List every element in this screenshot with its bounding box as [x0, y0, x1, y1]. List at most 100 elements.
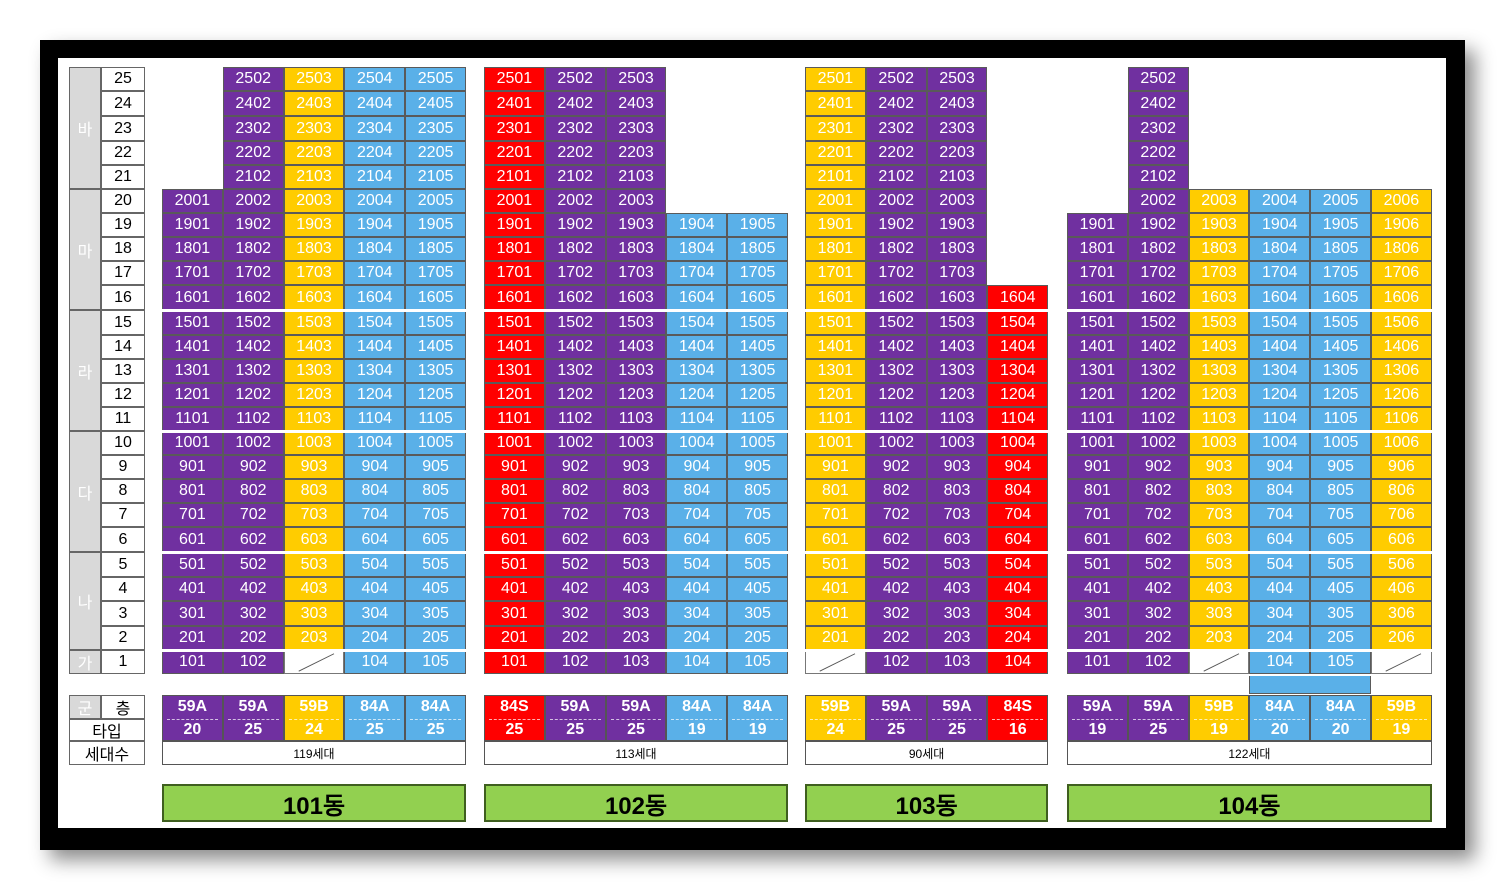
unit-cell[interactable]: 602	[222, 527, 284, 552]
unit-cell[interactable]: 1001	[162, 431, 223, 455]
unit-cell[interactable]: 104	[666, 650, 728, 674]
unit-cell[interactable]: 601	[805, 527, 866, 552]
unit-cell[interactable]: 303	[605, 601, 667, 626]
unit-cell[interactable]: 2001	[484, 189, 545, 213]
unit-cell[interactable]: 2103	[926, 165, 988, 189]
unit-cell[interactable]: 1102	[222, 407, 284, 431]
unit-cell[interactable]: 1201	[162, 383, 223, 407]
unit-cell[interactable]: 505	[405, 552, 466, 577]
unit-cell[interactable]: 301	[484, 601, 545, 626]
unit-cell[interactable]: 701	[484, 503, 545, 527]
unit-cell[interactable]: 1503	[1188, 310, 1250, 335]
unit-cell[interactable]: 805	[405, 479, 466, 503]
unit-cell[interactable]: 1601	[1067, 285, 1128, 310]
unit-cell[interactable]: 1702	[222, 261, 284, 285]
unit-cell[interactable]: 1401	[1067, 335, 1128, 359]
unit-cell[interactable]: 803	[605, 479, 667, 503]
unit-cell[interactable]: 902	[865, 455, 927, 479]
unit-cell[interactable]: 2301	[484, 116, 545, 141]
unit-cell[interactable]: 1004	[1249, 431, 1311, 455]
unit-cell[interactable]: 2104	[344, 165, 406, 189]
unit-cell[interactable]: 1101	[805, 407, 866, 431]
unit-cell[interactable]: 2303	[283, 116, 345, 141]
unit-cell[interactable]: 1402	[1127, 335, 1189, 359]
unit-cell[interactable]: 203	[926, 626, 988, 650]
unit-cell[interactable]: 1505	[727, 310, 788, 335]
unit-cell[interactable]: 705	[405, 503, 466, 527]
unit-cell[interactable]: 906	[1371, 455, 1432, 479]
unit-cell[interactable]: 2001	[805, 189, 866, 213]
unit-cell[interactable]: 2505	[405, 67, 466, 91]
unit-cell[interactable]: 1301	[805, 359, 866, 383]
unit-cell[interactable]: 403	[926, 577, 988, 601]
unit-cell[interactable]: 1904	[666, 213, 728, 237]
unit-cell[interactable]: 602	[865, 527, 927, 552]
unit-cell[interactable]: 802	[544, 479, 606, 503]
unit-cell[interactable]: 803	[926, 479, 988, 503]
unit-cell[interactable]: 1703	[605, 261, 667, 285]
unit-cell[interactable]: 204	[344, 626, 406, 650]
unit-cell[interactable]: 1002	[544, 431, 606, 455]
unit-cell[interactable]: 1604	[666, 285, 728, 310]
unit-cell[interactable]: 1302	[544, 359, 606, 383]
unit-cell[interactable]: 1304	[344, 359, 406, 383]
unit-cell[interactable]: 704	[1249, 503, 1311, 527]
unit-cell[interactable]: 303	[1188, 601, 1250, 626]
unit-cell[interactable]: 1901	[484, 213, 545, 237]
unit-cell[interactable]: 202	[222, 626, 284, 650]
unit-cell[interactable]: 204	[987, 626, 1049, 650]
unit-cell[interactable]: 604	[987, 527, 1049, 552]
unit-cell[interactable]: 1403	[926, 335, 988, 359]
unit-cell[interactable]: 305	[405, 601, 466, 626]
unit-cell[interactable]: 1203	[926, 383, 988, 407]
unit-cell[interactable]: 1506	[1371, 310, 1432, 335]
unit-cell[interactable]: 2402	[865, 91, 927, 116]
unit-cell[interactable]: 2302	[865, 116, 927, 141]
unit-cell[interactable]: 703	[926, 503, 988, 527]
unit-cell[interactable]: 105	[727, 650, 788, 674]
unit-cell[interactable]: 1202	[865, 383, 927, 407]
unit-cell[interactable]: 905	[727, 455, 788, 479]
unit-cell[interactable]: 901	[1067, 455, 1128, 479]
unit-cell[interactable]: 1104	[666, 407, 728, 431]
unit-cell[interactable]: 502	[222, 552, 284, 577]
unit-cell[interactable]: 704	[344, 503, 406, 527]
unit-cell[interactable]: 1602	[544, 285, 606, 310]
unit-cell[interactable]: 2003	[283, 189, 345, 213]
unit-cell[interactable]: 1601	[484, 285, 545, 310]
unit-cell[interactable]: 503	[605, 552, 667, 577]
unit-cell[interactable]: 803	[283, 479, 345, 503]
unit-cell[interactable]: 1101	[1067, 407, 1128, 431]
unit-cell[interactable]: 1105	[1310, 407, 1371, 431]
unit-cell[interactable]: 603	[1188, 527, 1250, 552]
unit-cell[interactable]: 701	[805, 503, 866, 527]
unit-cell[interactable]: 304	[987, 601, 1049, 626]
unit-cell[interactable]: 2202	[222, 141, 284, 165]
unit-cell[interactable]: 601	[484, 527, 545, 552]
unit-cell[interactable]: 2101	[484, 165, 545, 189]
unit-cell[interactable]: 1402	[544, 335, 606, 359]
unit-cell[interactable]: 1902	[1127, 213, 1189, 237]
unit-cell[interactable]: 404	[1249, 577, 1311, 601]
unit-cell[interactable]: 1305	[1310, 359, 1371, 383]
unit-cell[interactable]: 1503	[926, 310, 988, 335]
unit-cell[interactable]: 104	[1249, 650, 1311, 674]
unit-cell[interactable]: 501	[162, 552, 223, 577]
unit-cell[interactable]: 501	[1067, 552, 1128, 577]
unit-cell[interactable]: 1404	[1249, 335, 1311, 359]
unit-cell[interactable]: 1605	[727, 285, 788, 310]
unit-cell[interactable]: 1004	[987, 431, 1049, 455]
unit-cell[interactable]: 602	[1127, 527, 1189, 552]
unit-cell[interactable]: 2501	[484, 67, 545, 91]
unit-cell[interactable]: 1603	[605, 285, 667, 310]
unit-cell[interactable]: 1804	[1249, 237, 1311, 261]
unit-cell[interactable]: 1301	[484, 359, 545, 383]
unit-cell[interactable]: 1201	[1067, 383, 1128, 407]
unit-cell[interactable]: 1606	[1371, 285, 1432, 310]
unit-cell[interactable]: 1602	[1127, 285, 1189, 310]
unit-cell[interactable]: 802	[1127, 479, 1189, 503]
unit-cell[interactable]: 1504	[987, 310, 1049, 335]
unit-cell[interactable]: 1703	[926, 261, 988, 285]
unit-cell[interactable]: 1205	[405, 383, 466, 407]
unit-cell[interactable]: 1805	[1310, 237, 1371, 261]
